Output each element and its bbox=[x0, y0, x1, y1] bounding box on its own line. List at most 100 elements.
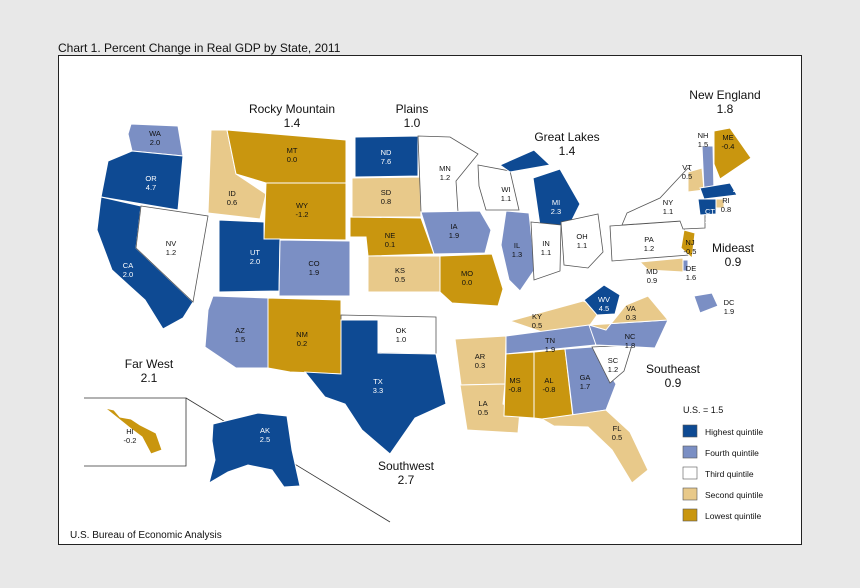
state-label-mn: MN 1.2 bbox=[439, 164, 451, 182]
state-label-wy: WY -1.2 bbox=[296, 201, 309, 219]
state-ky bbox=[508, 300, 603, 334]
region-labels-layer: Rocky Mountain 1.4 Plains 1.0 Great Lakes 1.4… bbox=[125, 88, 761, 487]
legend-label-third: Third quintile bbox=[705, 469, 754, 479]
region-label-great-lakes: Great Lakes 1.4 bbox=[534, 130, 599, 158]
state-labels-layer: WA 2.0 OR 4.7 CA 2.0 NV 1.2 ID 0.6 MT 0.0 WY -1.2 UT 2.… bbox=[123, 129, 744, 445]
state-label-ma: MA 2.2 bbox=[732, 176, 743, 194]
state-ak bbox=[208, 412, 301, 488]
state-dc bbox=[693, 292, 719, 314]
state-label-nj: NJ -0.5 bbox=[684, 238, 697, 256]
state-label-ca: CA 2.0 bbox=[123, 261, 133, 279]
state-label-pa: PA 1.2 bbox=[644, 235, 654, 253]
state-ma bbox=[699, 182, 738, 200]
state-label-de: DE 1.6 bbox=[686, 264, 696, 282]
legend: U.S. = 1.5 Highest quintile Fourth quintil… bbox=[682, 405, 763, 522]
state-label-mi: MI 2.3 bbox=[551, 198, 561, 216]
region-label-new-england: New England 1.8 bbox=[689, 88, 760, 116]
legend-swatch-fourth bbox=[682, 445, 698, 459]
state-label-ak: AK 2.5 bbox=[260, 426, 270, 444]
state-label-ok: OK 1.0 bbox=[396, 326, 407, 344]
state-label-me: ME -0.4 bbox=[722, 133, 735, 151]
state-label-ct: CT 2.0 bbox=[705, 207, 716, 225]
state-nj bbox=[680, 229, 696, 260]
legend-label-highest: Highest quintile bbox=[705, 427, 763, 437]
state-wy bbox=[263, 182, 347, 241]
state-label-or: OR 4.7 bbox=[145, 174, 157, 192]
state-label-va: VA 0.3 bbox=[626, 304, 636, 322]
state-label-wv: WV 4.5 bbox=[598, 295, 610, 313]
state-il bbox=[500, 210, 536, 292]
chart-title: Chart 1. Percent Change in Real GDP by S… bbox=[58, 41, 341, 55]
state-label-nh: NH 1.5 bbox=[698, 131, 709, 149]
state-tx bbox=[303, 319, 447, 455]
state-nd bbox=[354, 135, 419, 178]
state-label-oh: OH 1.1 bbox=[576, 232, 587, 250]
state-label-fl: FL 0.5 bbox=[612, 424, 622, 442]
state-mi bbox=[498, 149, 581, 231]
source-note: U.S. Bureau of Economic Analysis bbox=[70, 530, 222, 541]
state-label-al: AL -0.8 bbox=[543, 376, 556, 394]
legend-swatch-lowest bbox=[682, 508, 698, 522]
state-label-ri: RI 0.8 bbox=[721, 196, 731, 214]
state-label-wi: WI 1.1 bbox=[501, 185, 511, 203]
states-layer bbox=[96, 123, 752, 488]
legend-swatch-third bbox=[682, 466, 698, 480]
state-label-ny: NY 1.1 bbox=[663, 198, 673, 216]
state-label-hi: HI -0.2 bbox=[124, 427, 137, 445]
state-label-ut: UT 2.0 bbox=[250, 248, 261, 266]
state-wi bbox=[477, 164, 520, 211]
legend-label-fourth: Fourth quintile bbox=[705, 448, 759, 458]
state-me bbox=[713, 127, 752, 180]
state-label-mt: MT 0.0 bbox=[287, 146, 298, 164]
state-label-nc: NC 1.8 bbox=[625, 332, 636, 350]
state-ut bbox=[218, 219, 281, 293]
state-label-co: CO 1.9 bbox=[308, 259, 319, 277]
state-label-tx: TX 3.3 bbox=[373, 377, 383, 395]
state-label-ks: KS 0.5 bbox=[395, 266, 405, 284]
state-label-ga: GA 1.7 bbox=[580, 373, 591, 391]
legend-label-lowest: Lowest quintile bbox=[705, 511, 762, 521]
state-label-sd: SD 0.8 bbox=[381, 188, 392, 206]
state-label-nd: ND 7.6 bbox=[381, 148, 392, 166]
state-or bbox=[100, 150, 184, 211]
state-label-mo: MO 0.0 bbox=[461, 269, 473, 287]
legend-label-second: Second quintile bbox=[705, 490, 763, 500]
state-label-tn: TN 1.9 bbox=[545, 336, 555, 354]
region-label-southwest: Southwest 2.7 bbox=[378, 459, 435, 487]
state-label-nm: NM 0.2 bbox=[296, 330, 308, 348]
state-label-az: AZ 1.5 bbox=[235, 326, 245, 344]
state-oh bbox=[560, 213, 604, 269]
state-label-id: ID 0.6 bbox=[227, 189, 237, 207]
state-co bbox=[278, 239, 351, 297]
region-label-plains: Plains 1.0 bbox=[396, 102, 429, 130]
state-md bbox=[638, 257, 684, 273]
state-va bbox=[588, 295, 670, 331]
region-label-mideast: Mideast 0.9 bbox=[712, 241, 755, 269]
state-ct bbox=[697, 198, 717, 216]
state-sd bbox=[351, 176, 422, 218]
state-label-nv: NV 1.2 bbox=[166, 239, 176, 257]
state-label-ky: KY 0.5 bbox=[532, 312, 542, 330]
state-label-in: IN 1.1 bbox=[541, 239, 551, 257]
state-label-ne: NE 0.1 bbox=[385, 231, 395, 249]
state-label-sc: SC 1.2 bbox=[608, 356, 619, 374]
region-label-southeast: Southeast 0.9 bbox=[646, 362, 701, 390]
state-ga bbox=[564, 346, 617, 416]
state-label-il: IL 1.3 bbox=[512, 241, 522, 259]
state-nv bbox=[135, 205, 209, 303]
state-label-ia: IA 1.9 bbox=[449, 222, 459, 240]
state-ia bbox=[420, 210, 492, 255]
state-label-vt: VT 0.5 bbox=[682, 163, 692, 181]
state-label-dc: DC 1.9 bbox=[724, 298, 735, 316]
state-mo bbox=[439, 253, 504, 307]
state-label-wa: WA 2.0 bbox=[149, 129, 161, 147]
region-label-rocky-mountain: Rocky Mountain 1.4 bbox=[249, 102, 335, 130]
state-label-ar: AR 0.3 bbox=[475, 352, 486, 370]
state-label-ms: MS -0.8 bbox=[509, 376, 522, 394]
state-fl bbox=[540, 409, 649, 484]
state-ny bbox=[621, 167, 706, 230]
state-label-md: MD 0.9 bbox=[646, 267, 658, 285]
legend-swatch-highest bbox=[682, 424, 698, 438]
